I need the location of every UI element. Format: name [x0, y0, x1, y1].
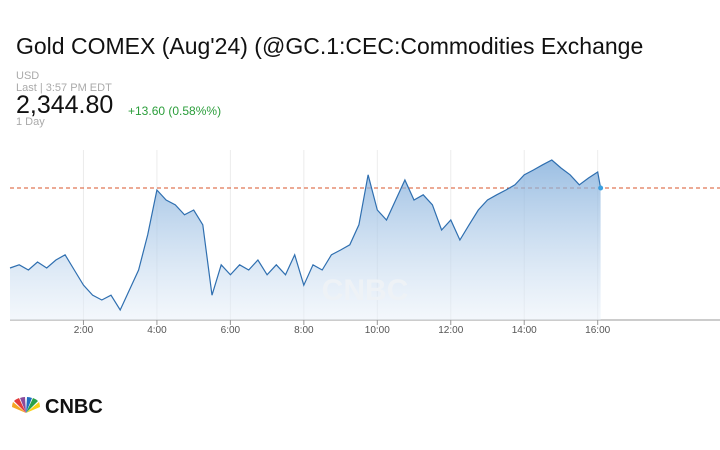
price-line [9, 159, 602, 312]
x-tick-label: 10:00 [365, 325, 390, 336]
currency: USD [16, 70, 40, 82]
last-time: Last | 3:57 PM EDT [16, 82, 112, 94]
x-tick-label: 6:00 [221, 325, 241, 336]
watermark: CNBC [322, 274, 409, 307]
area-fill [10, 160, 601, 320]
x-tick-label: 2:00 [74, 325, 94, 336]
title: Gold COMEX (Aug'24) (@GC.1:CEC:Commoditi… [16, 33, 644, 59]
x-tick-label: 14:00 [512, 325, 537, 336]
logo-peacock [12, 397, 40, 413]
last-point [598, 185, 604, 191]
change: +13.60 (0.58%%) [128, 104, 222, 118]
logo-text: CNBC [45, 396, 103, 418]
range: 1 Day [16, 116, 45, 128]
last-price: 2,344.80 [16, 91, 114, 119]
x-tick-label: 16:00 [585, 325, 610, 336]
x-tick-label: 4:00 [147, 325, 167, 336]
x-tick-label: 12:00 [438, 325, 463, 336]
x-tick-label: 8:00 [294, 325, 314, 336]
